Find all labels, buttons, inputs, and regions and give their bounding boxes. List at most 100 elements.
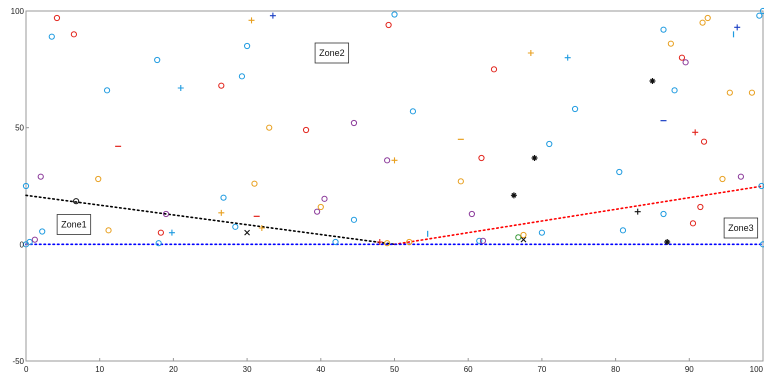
y-tick-label: 50 bbox=[15, 124, 24, 133]
x-tick-label: 70 bbox=[537, 365, 546, 374]
zone-label-box: Zone1 bbox=[56, 214, 92, 235]
data-point bbox=[103, 87, 111, 94]
x-tick-label: 80 bbox=[611, 365, 620, 374]
x-tick-label: 10 bbox=[95, 365, 104, 374]
data-point bbox=[22, 182, 30, 190]
data-point bbox=[759, 7, 764, 15]
data-point bbox=[218, 209, 225, 216]
zone-label-box: Zone2 bbox=[314, 42, 350, 64]
data-point bbox=[699, 19, 706, 26]
data-point bbox=[748, 89, 756, 96]
data-point bbox=[37, 173, 44, 180]
data-point bbox=[302, 126, 310, 134]
data-point bbox=[682, 59, 689, 66]
data-point bbox=[660, 210, 667, 218]
data-point bbox=[515, 234, 522, 241]
data-point bbox=[619, 227, 627, 234]
data-point bbox=[520, 231, 527, 239]
y-tick-label: 0 bbox=[20, 240, 25, 249]
x-tick-label: 100 bbox=[750, 365, 764, 374]
data-point bbox=[155, 240, 162, 247]
data-point bbox=[248, 17, 255, 24]
zone-label-text: Zone1 bbox=[61, 220, 87, 230]
zone-label-box: Zone3 bbox=[723, 217, 759, 239]
zone-label-frame bbox=[723, 217, 759, 239]
data-point bbox=[48, 33, 55, 40]
zone3-boundary-line bbox=[393, 185, 764, 246]
data-point bbox=[258, 225, 265, 231]
data-point bbox=[157, 229, 164, 236]
data-point bbox=[218, 82, 225, 89]
data-point bbox=[350, 216, 358, 223]
data-point bbox=[758, 182, 764, 190]
data-point bbox=[490, 66, 498, 73]
data-point bbox=[350, 119, 358, 127]
data-point bbox=[520, 236, 527, 243]
data-point bbox=[649, 78, 656, 84]
data-point bbox=[269, 12, 276, 19]
data-point bbox=[391, 157, 398, 164]
data-point bbox=[667, 40, 674, 47]
x-tick-label: 0 bbox=[24, 365, 29, 374]
data-points bbox=[22, 7, 764, 248]
data-point bbox=[468, 210, 475, 218]
zone-boundaries bbox=[25, 185, 764, 246]
data-point bbox=[251, 180, 258, 187]
data-point bbox=[527, 50, 534, 56]
data-point bbox=[616, 168, 623, 176]
data-point bbox=[391, 11, 398, 18]
data-point bbox=[154, 56, 161, 64]
data-point bbox=[476, 237, 483, 244]
data-point bbox=[238, 73, 246, 80]
data-point bbox=[704, 14, 711, 22]
data-point bbox=[105, 227, 112, 234]
zone-label-frame bbox=[56, 214, 92, 235]
data-point bbox=[719, 175, 726, 183]
zone-label-text: Zone3 bbox=[728, 223, 754, 233]
data-point bbox=[384, 240, 391, 247]
data-point bbox=[538, 229, 546, 236]
x-tick-label: 30 bbox=[243, 365, 252, 374]
data-point bbox=[692, 129, 699, 136]
data-point bbox=[406, 238, 413, 246]
y-tick-label: -50 bbox=[12, 357, 24, 366]
x-tick-label: 50 bbox=[390, 365, 399, 374]
data-point bbox=[70, 31, 78, 38]
x-tick-label: 90 bbox=[685, 365, 694, 374]
data-point bbox=[726, 89, 733, 96]
data-point bbox=[634, 208, 641, 215]
data-point bbox=[162, 210, 170, 218]
data-point bbox=[546, 140, 553, 148]
data-point bbox=[384, 157, 391, 164]
zone1-boundary-line bbox=[25, 194, 396, 246]
data-point bbox=[678, 54, 686, 61]
data-point bbox=[39, 228, 46, 235]
zone-label-text: Zone2 bbox=[319, 48, 345, 58]
data-point bbox=[510, 192, 517, 199]
data-point bbox=[53, 14, 61, 22]
data-point bbox=[734, 24, 741, 31]
data-point bbox=[266, 124, 273, 131]
data-point bbox=[332, 238, 339, 246]
data-point bbox=[314, 208, 321, 215]
data-point bbox=[244, 229, 250, 236]
data-point bbox=[689, 220, 697, 227]
data-point bbox=[660, 26, 667, 33]
y-tick-label: 100 bbox=[11, 7, 25, 16]
data-point bbox=[220, 194, 227, 201]
data-point bbox=[321, 195, 328, 202]
plot-frame bbox=[25, 10, 764, 362]
data-point bbox=[700, 138, 708, 145]
data-point bbox=[478, 154, 485, 162]
data-point bbox=[697, 203, 704, 211]
data-point bbox=[571, 105, 579, 113]
data-point bbox=[409, 108, 417, 115]
x-tick-label: 60 bbox=[464, 365, 473, 374]
data-point bbox=[531, 155, 538, 161]
data-point bbox=[457, 178, 464, 185]
data-point bbox=[73, 198, 80, 205]
data-point bbox=[564, 54, 571, 61]
data-point bbox=[177, 85, 184, 91]
data-point bbox=[31, 236, 38, 243]
